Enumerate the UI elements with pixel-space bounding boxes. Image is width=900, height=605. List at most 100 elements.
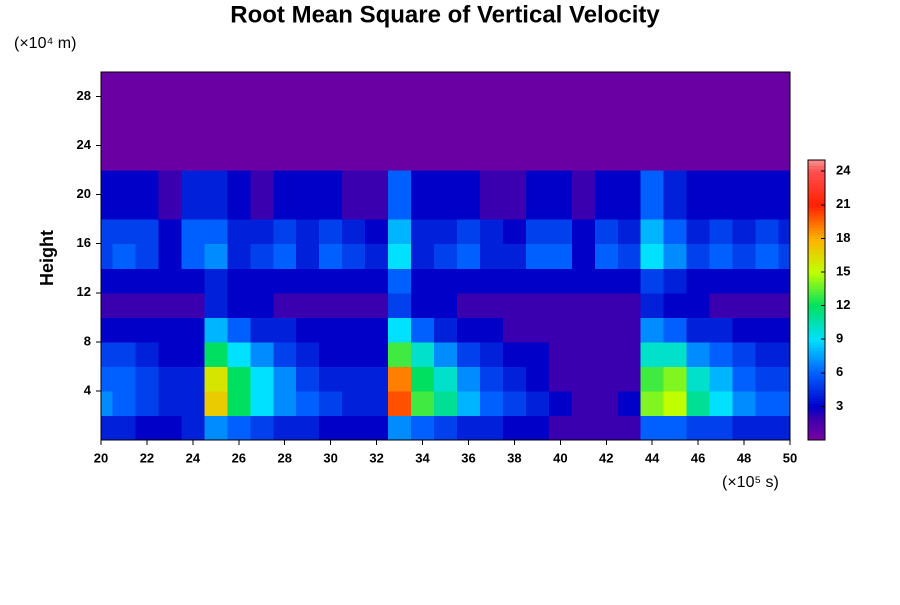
heat-cell [411,341,435,367]
heat-cell [571,268,596,294]
colorbar-band [808,400,825,405]
heat-cell [434,390,458,416]
heat-cell [411,170,435,220]
heat-cell [571,366,596,392]
heat-cell [525,341,550,367]
x-tick-label: 48 [737,450,751,465]
heat-cell [296,243,320,269]
heat-cell [755,219,780,245]
heat-cell [296,170,320,220]
heat-cell [709,317,734,343]
heat-cell [617,366,642,392]
heat-cell [663,366,688,392]
heat-cell [640,317,665,343]
heat-cell [411,390,435,416]
heat-cell [135,268,159,294]
heat-cell [617,72,642,171]
colorbar-band [808,322,825,326]
heat-cell [158,341,182,367]
heat-cell [273,390,297,416]
heat-cell [755,341,780,367]
heat-cell [181,243,205,269]
heat-cell [227,415,251,441]
heat-cell [686,243,711,269]
colorbar-band [808,305,825,309]
heat-cell [548,317,573,343]
heat-cell [273,243,297,269]
heat-cell [101,243,113,269]
heat-cell [388,292,412,318]
heat-cell [411,268,435,294]
heat-cell [342,268,366,294]
heat-cell [101,292,113,318]
heat-cell [594,341,619,367]
colorbar-band [808,347,825,351]
colorbar-band [808,333,825,337]
heat-cell [365,243,389,269]
heat-cell [502,292,527,318]
colorbar-band [808,210,825,214]
heat-cell [732,292,757,318]
heat-cell [158,415,182,441]
heat-cell [158,170,182,220]
heat-cell [342,390,366,416]
heat-cell [548,366,573,392]
colorbar-tick-label: 15 [836,263,850,278]
heat-cell [732,390,757,416]
heat-cell [755,415,780,441]
heat-cell [571,219,596,245]
colorbar-band [808,417,825,421]
chart-title: Root Mean Square of Vertical Velocity [230,1,660,28]
colorbar-band [808,188,825,192]
colorbar-band [808,336,825,340]
heat-cell [709,415,734,441]
colorbar-band [808,266,825,270]
plot-frame [100,71,791,441]
heat-cell [204,219,228,245]
heat-cell [456,415,481,441]
heat-cell [594,390,619,416]
heat-cell [617,292,642,318]
colorbar-band [808,392,825,396]
x-tick-label: 50 [783,450,797,465]
colorbar-band [808,286,825,290]
heat-cell [502,317,527,343]
colorbar-band [808,434,825,438]
y-tick-label: 4 [84,382,92,397]
heat-cell [617,317,642,343]
colorbar-band [808,235,825,239]
heat-cell [778,292,791,318]
heat-cell [732,268,757,294]
x-tick-label: 32 [369,450,383,465]
heat-cell [479,170,504,220]
heat-cell [456,243,481,269]
heat-cell [778,366,791,392]
heat-cell [365,72,389,171]
heat-cell [296,341,320,367]
colorbar-band [808,227,825,231]
heat-cell [227,243,251,269]
heat-cell [411,243,435,269]
heat-cell [250,390,274,416]
heat-cell [778,170,791,220]
heat-cell [479,415,504,441]
heat-cell [755,317,780,343]
heat-cell [686,219,711,245]
colorbar-band [808,249,825,253]
heat-cell [502,390,527,416]
heat-cell [434,317,458,343]
colorbar-band [808,193,825,197]
colorbar-band [808,294,825,298]
heat-cell [365,317,389,343]
heat-cell [778,341,791,367]
colorbar-band [808,232,825,237]
heat-cell [181,219,205,245]
heat-cell [434,170,458,220]
colorbar-band [808,162,825,167]
heat-cell [388,170,412,220]
heat-cell [594,292,619,318]
heat-cell [434,243,458,269]
heat-cell [101,72,113,171]
x-tick-label: 20 [94,450,108,465]
heat-cell [342,366,366,392]
